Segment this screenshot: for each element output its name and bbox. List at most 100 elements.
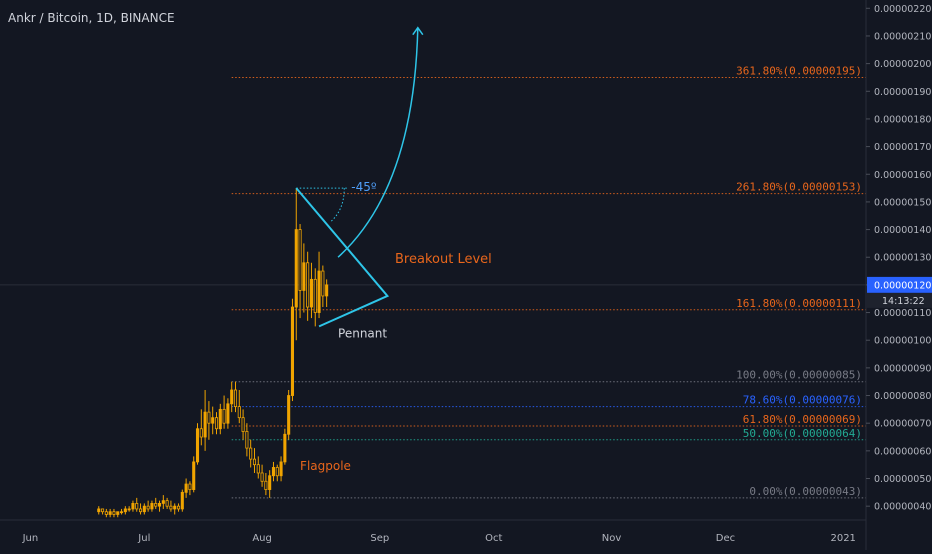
candle: [192, 456, 196, 493]
candle-body: [290, 306, 295, 396]
time-tick-label: 2021: [830, 533, 855, 544]
fib-label: 0.00%(0.00000043): [749, 485, 862, 498]
candle-body: [214, 417, 219, 430]
price-tick-label: 0.00000190: [874, 87, 931, 98]
candle: [313, 268, 317, 327]
fib-label: 100.00%(0.00000085): [736, 369, 862, 382]
candle-body: [218, 408, 222, 430]
candle: [169, 500, 173, 512]
candle-body: [279, 461, 283, 477]
candle-body: [123, 508, 127, 513]
candle: [317, 251, 321, 319]
candle-body: [176, 505, 181, 510]
candle: [233, 381, 238, 413]
candle: [161, 495, 165, 509]
candles: [97, 188, 329, 518]
candle: [268, 470, 272, 498]
candle-body: [120, 511, 124, 514]
fib-label: 78.60%(0.00000076): [743, 394, 862, 407]
candle-body: [302, 262, 306, 291]
candle-body: [101, 508, 105, 513]
candle: [211, 406, 215, 435]
candle: [306, 251, 310, 321]
candle-body: [199, 428, 203, 438]
pennant-lines: [295, 187, 390, 328]
time-tick-label: Nov: [602, 533, 622, 544]
candle-body: [306, 262, 310, 308]
price-tick-label: 0.00000170: [874, 142, 931, 153]
countdown-badge: [867, 292, 932, 308]
price-tick-label: 0.00000130: [874, 253, 931, 264]
price-tick-label: 0.00000220: [874, 4, 931, 15]
candle-body: [138, 508, 143, 513]
price-tick-label: 0.00000040: [874, 502, 931, 513]
price-tick-label: 0.00000180: [874, 114, 931, 125]
candle-body: [245, 431, 249, 449]
fib-label: 361.80%(0.00000195): [736, 64, 862, 77]
candle-body: [135, 503, 139, 510]
candle-body: [249, 447, 253, 460]
time-tick-label: Oct: [485, 533, 502, 544]
candle: [184, 478, 188, 498]
price-tick-label: 0.00000200: [874, 59, 931, 70]
candle-body: [264, 480, 268, 490]
fib-label: 50.00%(0.00000064): [743, 427, 862, 440]
time-tick-label: Jul: [137, 533, 150, 544]
candle: [214, 412, 219, 435]
candle-body: [287, 395, 291, 435]
candle: [226, 398, 230, 429]
candle-body: [222, 408, 226, 424]
price-tick-label: 0.00000050: [874, 474, 931, 485]
candle: [203, 390, 207, 451]
candle: [264, 472, 268, 496]
price-tick-label: 0.00000100: [874, 336, 931, 347]
candle: [97, 506, 101, 515]
candle-body: [180, 491, 184, 510]
candle-body: [260, 472, 264, 482]
fibonacci-levels: 361.80%(0.00000195) 261.80%(0.00000153) 16…: [0, 64, 866, 499]
candle: [127, 506, 131, 512]
time-tick-label: Dec: [716, 533, 735, 544]
candle-body: [271, 467, 276, 477]
candle: [222, 395, 226, 429]
candle-body: [188, 483, 192, 490]
candle: [325, 279, 329, 308]
angle-label: -45º: [351, 180, 377, 194]
candle-body: [325, 284, 329, 297]
candle-body: [169, 505, 173, 510]
candle: [112, 508, 116, 518]
candle: [237, 390, 241, 424]
candle: [279, 456, 283, 482]
candle-body: [150, 503, 154, 510]
candle-body: [317, 270, 321, 313]
candle-body: [252, 458, 257, 466]
candle: [245, 423, 249, 457]
candle: [260, 464, 264, 487]
price-axis: 0.00000040 0.00000050 0.00000060 0.00000070…: [865, 0, 932, 550]
candle-body: [313, 278, 317, 313]
candle: [287, 390, 291, 440]
candle: [157, 500, 162, 512]
candle: [241, 409, 245, 440]
candle: [131, 500, 135, 512]
candle: [108, 508, 112, 518]
arrow-head: [412, 26, 424, 36]
candle: [283, 428, 287, 465]
time-axis: Jun Jul Aug Sep Oct Nov Dec 2021: [0, 519, 866, 544]
candle-body: [112, 511, 116, 515]
fib-label: 61.80%(0.00000069): [743, 413, 862, 426]
candle: [309, 262, 313, 319]
price-tick-label: 0.00000160: [874, 170, 931, 181]
candle-body: [233, 389, 238, 407]
price-tick-label: 0.00000150: [874, 197, 931, 208]
candle: [138, 503, 143, 515]
candle-body: [309, 278, 313, 308]
candle-body: [195, 428, 200, 463]
current-price-badge: [867, 276, 932, 293]
candle-body: [97, 508, 101, 513]
candle-body: [161, 500, 165, 504]
candle: [154, 497, 158, 509]
price-tick-label: 0.00000110: [874, 308, 931, 319]
